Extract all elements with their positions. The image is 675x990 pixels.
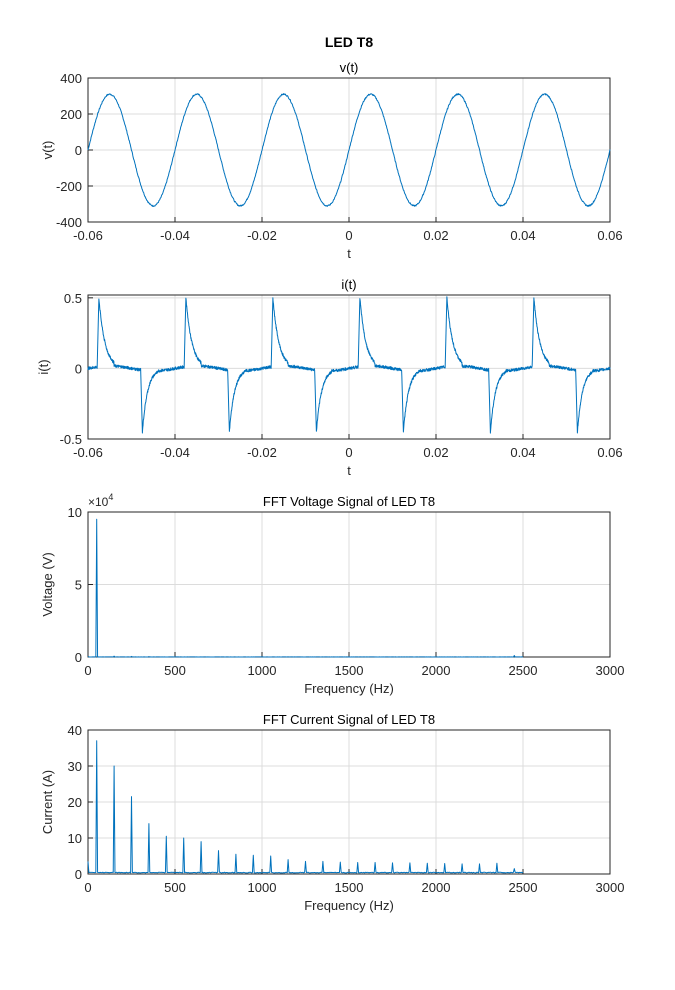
x-tick-label: 0	[345, 228, 352, 243]
x-tick-label: 2000	[422, 663, 451, 678]
y-tick-label: 400	[60, 71, 82, 86]
x-tick-label: 0	[84, 880, 91, 895]
x-tick-label: 2000	[422, 880, 451, 895]
x-tick-label: 0.04	[510, 445, 535, 460]
x-tick-label: 500	[164, 663, 186, 678]
x-tick-label: 500	[164, 880, 186, 895]
current-spectrum	[87, 740, 524, 874]
plot-title: v(t)	[340, 60, 359, 75]
y-tick-label: 0	[75, 143, 82, 158]
y-tick-label: -200	[56, 179, 82, 194]
y-tick-label: 0.5	[64, 291, 82, 306]
x-tick-label: 1500	[335, 663, 364, 678]
y-axis-label: Current (A)	[40, 770, 55, 834]
y-tick-label: 10	[68, 505, 82, 520]
x-tick-label: 3000	[596, 880, 625, 895]
y-tick-label: -0.5	[60, 432, 82, 447]
x-axis-label: Frequency (Hz)	[304, 898, 394, 913]
figure-supertitle: LED T8	[325, 34, 373, 50]
plot-voltage-time: -0.06 -0.04 -0.02 0 0.02 0.04 0.06 -400 -200 0 200…	[40, 60, 623, 261]
x-tick-label: 0	[84, 663, 91, 678]
x-tick-label: -0.02	[247, 445, 277, 460]
current-waveform	[87, 296, 611, 434]
y-tick-label: 5	[75, 578, 82, 593]
y-tick-label: 0	[75, 867, 82, 882]
x-tick-label: 0	[345, 445, 352, 460]
y-axis-multiplier: ×104	[88, 492, 113, 509]
x-tick-label: 1500	[335, 880, 364, 895]
y-tick-label: 10	[68, 831, 82, 846]
x-axis-label: Frequency (Hz)	[304, 681, 394, 696]
x-tick-label: 0.06	[597, 228, 622, 243]
y-tick-label: 200	[60, 107, 82, 122]
x-axis-label: t	[347, 246, 351, 261]
y-tick-label: 0	[75, 650, 82, 665]
voltage-waveform	[87, 93, 611, 207]
x-tick-label: 2500	[509, 880, 538, 895]
plot-title: FFT Voltage Signal of LED T8	[263, 494, 435, 509]
y-tick-label: -400	[56, 215, 82, 230]
y-tick-label: 20	[68, 795, 82, 810]
x-tick-label: -0.04	[160, 445, 190, 460]
x-tick-label: 3000	[596, 663, 625, 678]
y-tick-label: 40	[68, 723, 82, 738]
axes-box	[87, 294, 611, 440]
voltage-spectrum	[87, 518, 524, 658]
x-tick-label: 0.02	[423, 228, 448, 243]
x-tick-label: -0.06	[73, 445, 103, 460]
x-tick-label: 1000	[248, 663, 277, 678]
x-tick-label: 0.06	[597, 445, 622, 460]
plot-fft-current: 0 500 1000 1500 2000 2500 3000 0 10 20 30 40 FFT Cur…	[40, 712, 624, 913]
y-tick-label: 0	[75, 361, 82, 376]
x-tick-label: 0.04	[510, 228, 535, 243]
x-tick-label: 2500	[509, 663, 538, 678]
x-tick-label: -0.06	[73, 228, 103, 243]
y-tick-label: 30	[68, 759, 82, 774]
x-tick-label: -0.02	[247, 228, 277, 243]
plot-title: FFT Current Signal of LED T8	[263, 712, 435, 727]
y-axis-label: Voltage (V)	[40, 552, 55, 616]
y-axis-label: i(t)	[36, 359, 51, 374]
y-axis-label: v(t)	[40, 141, 55, 160]
plot-fft-voltage: 0 500 1000 1500 2000 2500 3000 0 5 10 FFT Voltage …	[40, 492, 624, 696]
x-tick-label: 0.02	[423, 445, 448, 460]
plot-current-time: -0.06 -0.04 -0.02 0 0.02 0.04 0.06 -0.5 0 0.5 i(t)…	[36, 277, 623, 478]
axes-box	[87, 729, 611, 875]
plot-title: i(t)	[341, 277, 356, 292]
x-tick-label: -0.04	[160, 228, 190, 243]
x-tick-label: 1000	[248, 880, 277, 895]
x-axis-label: t	[347, 463, 351, 478]
